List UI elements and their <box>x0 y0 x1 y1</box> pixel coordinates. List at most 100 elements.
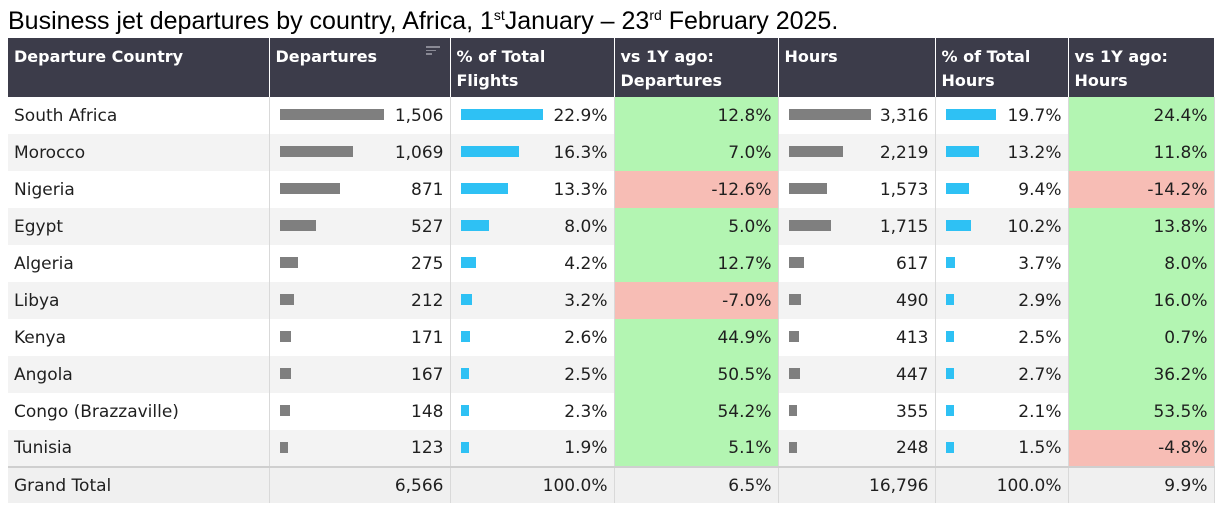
chart-title: Business jet departures by country, Afri… <box>8 6 838 36</box>
pct-hours-cell: 2.9% <box>935 282 1069 319</box>
pct-flights-bar <box>460 331 470 342</box>
departures-cell: 527 <box>269 208 451 245</box>
hours-bar <box>788 368 800 379</box>
pct-flights-bar <box>460 294 472 305</box>
table-row: Nigeria 871 13.3% -12.6% 1,573 9.4% -14.2% <box>8 171 1215 208</box>
pct-hours-bar <box>945 257 955 268</box>
vs1y-hours-cell: 0.7% <box>1068 319 1215 356</box>
table-row: Tunisia 123 1.9% 5.1% 248 1.5% -4.8% <box>8 430 1215 467</box>
departures-bar <box>279 146 354 157</box>
departures-bar <box>279 109 384 120</box>
header-pct-hours[interactable]: % of Total Hours <box>935 38 1069 97</box>
departures-cell: 275 <box>269 245 451 282</box>
pct-hours-value: 2.1% <box>1018 401 1062 422</box>
pct-flights-cell: 22.9% <box>450 97 615 134</box>
departures-table: Departure Country Departures % of Total … <box>8 38 1215 503</box>
header-row: Departure Country Departures % of Total … <box>8 38 1214 97</box>
departures-cell: 171 <box>269 319 451 356</box>
departures-bar <box>279 368 292 379</box>
pct-flights-value: 4.2% <box>564 253 608 274</box>
title-sup-2: rd <box>649 7 662 23</box>
pct-hours-value: 2.9% <box>1018 290 1062 311</box>
vs1y-hours-cell: -14.2% <box>1068 171 1215 208</box>
vs1y-departures-cell: 44.9% <box>614 319 779 356</box>
table-row: Morocco 1,069 16.3% 7.0% 2,219 13.2% 11.8% <box>8 134 1215 171</box>
pct-flights-bar <box>460 146 519 157</box>
hours-value: 413 <box>896 327 929 348</box>
hours-bar <box>788 146 844 157</box>
departures-value: 212 <box>411 290 444 311</box>
hours-cell: 490 <box>778 282 936 319</box>
pct-hours-value: 2.7% <box>1018 364 1062 385</box>
pct-hours-bar <box>945 220 972 231</box>
pct-hours-cell: 2.1% <box>935 393 1069 430</box>
departures-value: 167 <box>411 364 444 385</box>
vs1y-hours-cell: 8.0% <box>1068 245 1215 282</box>
vs1y-hours-cell: 24.4% <box>1068 97 1215 134</box>
hours-value: 1,715 <box>879 216 929 237</box>
country-cell: Congo (Brazzaville) <box>8 393 270 430</box>
pct-hours-bar <box>945 368 954 379</box>
header-vs1y-departures[interactable]: vs 1Y ago: Departures <box>614 38 779 97</box>
vs1y-hours-cell: 13.8% <box>1068 208 1215 245</box>
hours-cell: 1,715 <box>778 208 936 245</box>
hours-value: 3,316 <box>879 105 929 126</box>
pct-hours-value: 3.7% <box>1018 253 1062 274</box>
country-cell: Kenya <box>8 319 270 356</box>
table-row: Congo (Brazzaville) 148 2.3% 54.2% 355 2.1% 53… <box>8 393 1215 430</box>
country-cell: Egypt <box>8 208 270 245</box>
hours-value: 355 <box>896 401 929 422</box>
pct-hours-value: 9.4% <box>1018 179 1062 200</box>
hours-bar <box>788 294 801 305</box>
header-hours[interactable]: Hours <box>778 38 936 97</box>
header-country[interactable]: Departure Country <box>8 38 270 97</box>
country-cell: Tunisia <box>8 430 270 467</box>
pct-flights-cell: 8.0% <box>450 208 615 245</box>
pct-hours-bar <box>945 442 954 453</box>
pct-flights-value: 8.0% <box>564 216 608 237</box>
departures-bar <box>279 294 295 305</box>
departures-value: 527 <box>411 216 444 237</box>
departures-value: 123 <box>411 438 444 458</box>
departures-cell: 1,506 <box>269 97 451 134</box>
vs1y-departures-cell: 5.1% <box>614 430 779 467</box>
pct-hours-cell: 19.7% <box>935 97 1069 134</box>
hours-bar <box>788 442 797 453</box>
vs1y-departures-cell: 7.0% <box>614 134 779 171</box>
pct-hours-bar <box>945 294 954 305</box>
vs1y-departures-cell: -12.6% <box>614 171 779 208</box>
table-row: South Africa 1,506 22.9% 12.8% 3,316 19.7% 24.… <box>8 97 1215 134</box>
departures-cell: 1,069 <box>269 134 451 171</box>
total-pct-hours: 100.0% <box>935 466 1069 503</box>
hours-value: 2,219 <box>879 142 929 163</box>
pct-flights-cell: 1.9% <box>450 430 615 467</box>
pct-flights-cell: 2.6% <box>450 319 615 356</box>
header-departures[interactable]: Departures <box>269 38 451 97</box>
departures-bar <box>279 405 290 416</box>
sort-descending-icon[interactable] <box>425 46 440 58</box>
hours-cell: 3,316 <box>778 97 936 134</box>
vs1y-hours-cell: 36.2% <box>1068 356 1215 393</box>
country-cell: Libya <box>8 282 270 319</box>
hours-bar <box>788 109 871 120</box>
pct-hours-bar <box>945 109 996 120</box>
hours-bar <box>788 405 798 416</box>
country-cell: Angola <box>8 356 270 393</box>
pct-flights-value: 3.2% <box>564 290 608 311</box>
pct-hours-cell: 2.5% <box>935 319 1069 356</box>
departures-value: 871 <box>411 179 444 200</box>
departures-bar <box>279 183 340 194</box>
header-vs1y-hours[interactable]: vs 1Y ago: Hours <box>1068 38 1214 97</box>
pct-flights-cell: 13.3% <box>450 171 615 208</box>
hours-cell: 355 <box>778 393 936 430</box>
pct-hours-value: 13.2% <box>1007 142 1062 163</box>
vs1y-hours-cell: -4.8% <box>1068 430 1215 467</box>
pct-flights-value: 2.6% <box>564 327 608 348</box>
hours-value: 248 <box>896 438 929 458</box>
hours-cell: 1,573 <box>778 171 936 208</box>
pct-hours-value: 19.7% <box>1007 105 1062 126</box>
header-pct-flights[interactable]: % of Total Flights <box>450 38 615 97</box>
pct-hours-value: 1.5% <box>1018 438 1062 458</box>
country-cell: Algeria <box>8 245 270 282</box>
pct-flights-cell: 2.3% <box>450 393 615 430</box>
